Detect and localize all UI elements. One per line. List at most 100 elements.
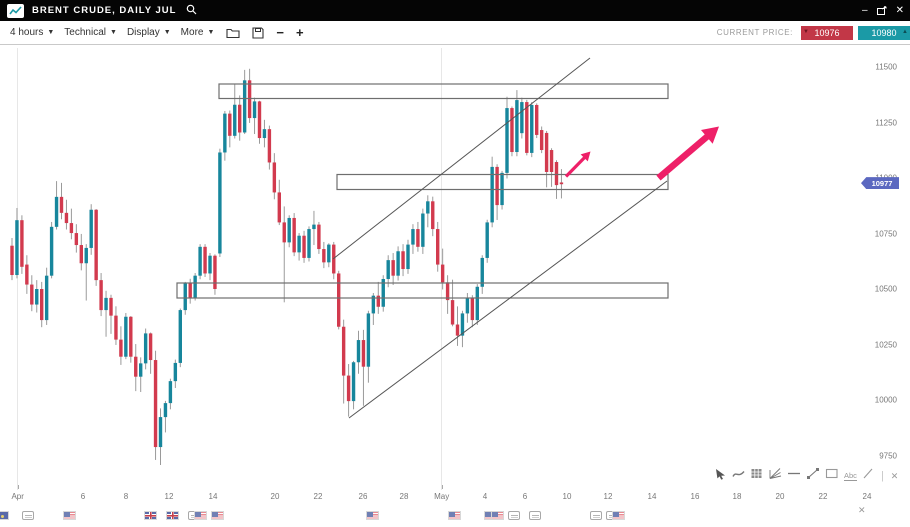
technical-dropdown[interactable]: Technical ▼ (64, 27, 117, 38)
candle-body (282, 222, 286, 243)
date-tick-label: 8 (123, 492, 129, 501)
arrow-shaft[interactable] (564, 155, 587, 178)
candle-body (148, 333, 153, 361)
us-flag-icon[interactable] (366, 511, 379, 520)
eu-flag-icon[interactable] (0, 511, 9, 520)
zoom-out-button[interactable]: − (276, 25, 284, 40)
candle-body (544, 132, 549, 173)
candle-body (549, 150, 554, 173)
zoom-in-button[interactable]: + (296, 25, 304, 40)
trendline-tool-icon[interactable] (806, 467, 820, 485)
candle-body (337, 273, 341, 327)
candle-body (223, 113, 227, 153)
minimize-button[interactable]: – (862, 4, 868, 16)
calendar-close-button[interactable]: ✕ (858, 505, 866, 515)
candle-body (218, 152, 222, 254)
candle-body (233, 104, 237, 136)
candle-body (505, 108, 509, 173)
display-dropdown[interactable]: Display ▼ (126, 27, 171, 38)
trendline[interactable] (348, 180, 668, 419)
candle-body (104, 297, 108, 311)
toolbar-divider: | (880, 470, 884, 482)
curve-tool-icon[interactable] (732, 467, 745, 485)
candle-body (49, 226, 54, 276)
uk-flag-icon[interactable] (144, 511, 157, 520)
close-button[interactable]: ✕ (895, 4, 904, 16)
candle-body (109, 297, 113, 316)
fan-tool-icon[interactable] (768, 467, 782, 485)
calendar-event-icon[interactable] (22, 511, 34, 520)
date-tick-label: 24 (862, 492, 872, 501)
candle-body (366, 313, 371, 367)
candle-body (238, 104, 242, 133)
month-tick (441, 485, 443, 489)
uk-flag-icon[interactable] (166, 511, 179, 520)
candle-body (520, 102, 524, 134)
candle-body (539, 130, 544, 151)
trendline[interactable] (332, 57, 591, 260)
window-titlebar: BRENT CRUDE, DAILY JUL – ✕ (0, 0, 910, 21)
candle-body (431, 201, 435, 230)
timeframe-dropdown[interactable]: 4 hours ▼ (10, 27, 55, 38)
grid-tool-icon[interactable] (750, 467, 763, 485)
us-flag-icon[interactable] (194, 511, 207, 520)
price-tick-label: 9750 (879, 451, 897, 460)
price-tick-label: 11500 (875, 62, 897, 72)
delete-tool-icon[interactable]: ✕ (890, 470, 899, 481)
candle-body (252, 101, 257, 119)
candle-body (158, 417, 163, 448)
drawing-toolbar: Abc | ✕ (714, 468, 898, 484)
candle-body (312, 224, 316, 230)
search-icon[interactable] (186, 2, 197, 20)
candle-body (450, 300, 455, 325)
zone-box[interactable] (218, 83, 669, 100)
candle-body (25, 264, 29, 285)
calendar-event-icon[interactable] (508, 511, 520, 520)
candle-body (371, 295, 376, 314)
price-up-icon: ▲ (902, 28, 908, 35)
candle-body (341, 326, 346, 376)
candle-body (292, 217, 296, 253)
zone-box[interactable] (176, 282, 669, 299)
date-tick-label: 12 (164, 492, 174, 501)
zone-box[interactable] (336, 173, 669, 191)
price-tick-label: 10000 (874, 395, 897, 405)
candle-body (317, 224, 321, 250)
more-dropdown[interactable]: More ▼ (180, 27, 215, 38)
rectangle-tool-icon[interactable] (825, 467, 839, 485)
arrow-head[interactable] (700, 126, 719, 144)
pointer-tool-icon[interactable] (714, 467, 727, 485)
popout-button[interactable] (876, 6, 887, 15)
us-flag-icon[interactable] (211, 511, 224, 520)
calendar-event-icon[interactable] (590, 511, 602, 520)
horizontal-line-tool-icon[interactable] (787, 467, 801, 485)
save-icon[interactable] (252, 26, 264, 39)
arrow-shaft[interactable] (656, 133, 711, 181)
ray-tool-icon[interactable] (862, 467, 874, 485)
buy-price-badge[interactable]: 10980 ▲ (858, 25, 910, 40)
candle-body (94, 209, 98, 281)
us-flag-icon[interactable] (448, 511, 461, 520)
candle-body (351, 362, 356, 402)
us-flag-icon[interactable] (491, 511, 504, 520)
chevron-down-icon: ▼ (110, 29, 117, 36)
date-tick-label: 10 (562, 492, 572, 501)
candle-body (44, 275, 49, 321)
us-flag-icon[interactable] (612, 511, 625, 520)
chevron-down-icon: ▼ (163, 29, 171, 36)
open-folder-icon[interactable] (226, 27, 240, 39)
date-tick-label: 14 (208, 492, 218, 501)
text-tool-icon[interactable]: Abc (844, 470, 857, 481)
candle-body (35, 289, 39, 305)
calendar-event-icon[interactable] (529, 511, 541, 520)
candle-body (272, 162, 277, 193)
sell-price-badge[interactable]: ▼ 10976 (801, 25, 853, 40)
us-flag-icon[interactable] (63, 511, 76, 520)
arrow-head[interactable] (580, 151, 591, 162)
candle-body (421, 213, 425, 247)
candle-body (89, 209, 93, 248)
candle-body (480, 257, 484, 287)
candle-body (277, 192, 281, 223)
candle-body (470, 297, 475, 321)
